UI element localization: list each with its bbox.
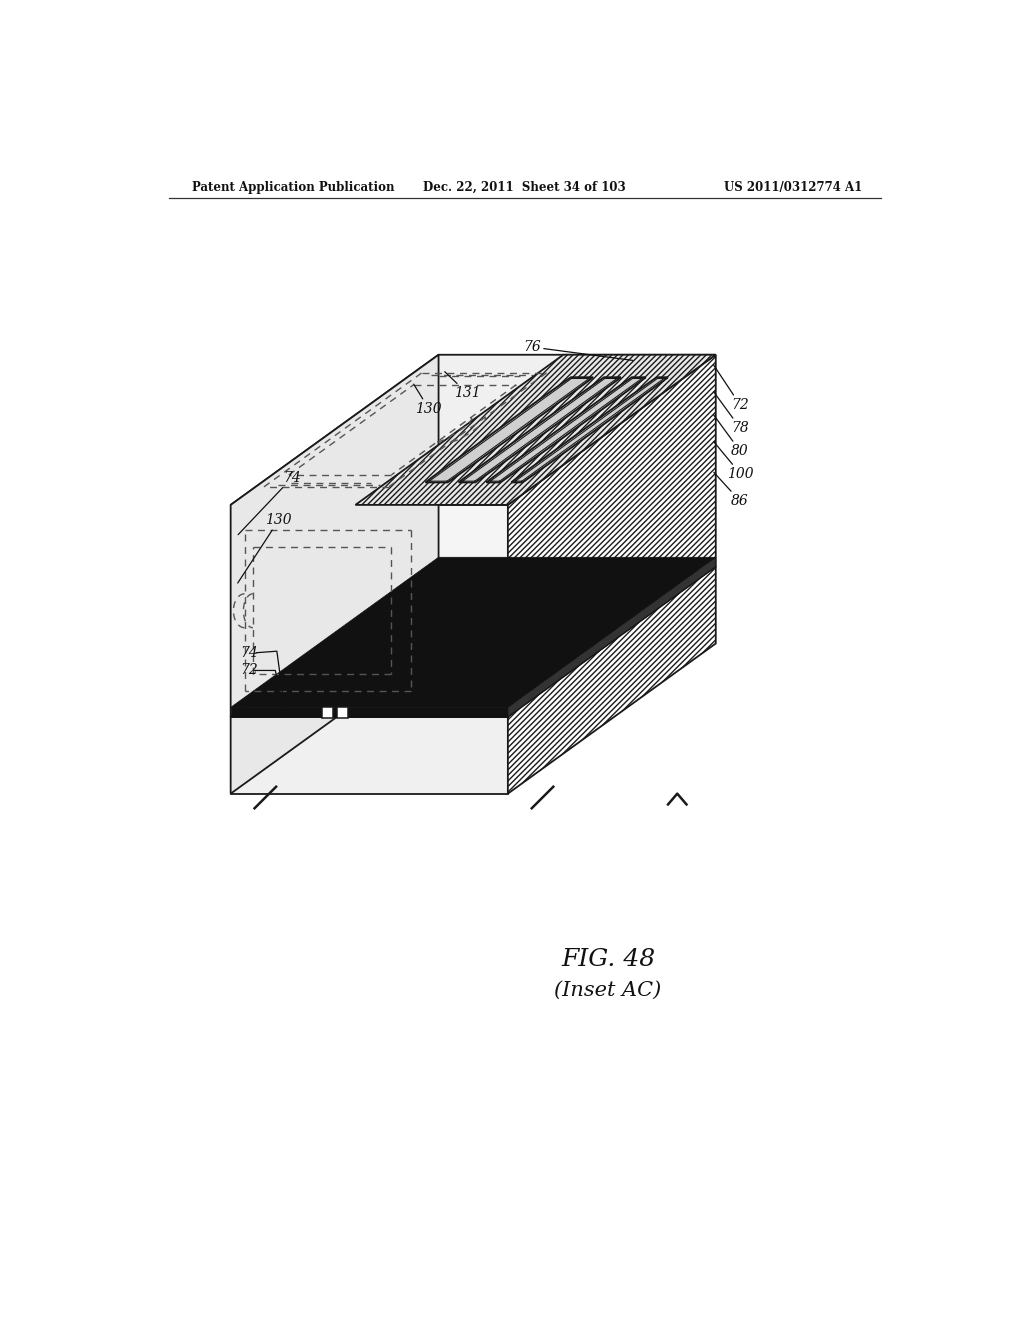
Text: 131: 131	[444, 372, 480, 400]
Polygon shape	[508, 566, 716, 793]
Text: 78: 78	[714, 392, 749, 434]
Polygon shape	[230, 566, 716, 717]
Polygon shape	[489, 378, 642, 482]
Text: 74: 74	[239, 471, 301, 535]
Text: Patent Application Publication: Patent Application Publication	[193, 181, 394, 194]
Polygon shape	[508, 557, 716, 717]
Text: 72: 72	[714, 364, 749, 412]
Text: 130: 130	[414, 384, 442, 416]
Text: 80: 80	[714, 414, 749, 458]
Polygon shape	[230, 717, 508, 793]
Text: 74: 74	[240, 645, 258, 660]
Polygon shape	[230, 506, 508, 717]
Text: 86: 86	[714, 473, 749, 508]
Text: Dec. 22, 2011  Sheet 34 of 103: Dec. 22, 2011 Sheet 34 of 103	[424, 181, 626, 194]
Text: 72: 72	[240, 664, 258, 677]
Polygon shape	[322, 706, 333, 718]
Text: 76: 76	[523, 341, 633, 360]
Polygon shape	[511, 378, 668, 482]
Polygon shape	[515, 378, 665, 482]
Text: 130: 130	[238, 513, 292, 583]
Polygon shape	[508, 355, 716, 717]
Polygon shape	[462, 378, 617, 482]
Polygon shape	[425, 378, 593, 482]
Polygon shape	[459, 378, 621, 482]
Polygon shape	[337, 706, 348, 718]
Polygon shape	[429, 378, 590, 482]
Text: (Inset AC): (Inset AC)	[554, 981, 662, 999]
Polygon shape	[355, 355, 716, 506]
Polygon shape	[230, 566, 438, 793]
Text: FIG. 48: FIG. 48	[561, 948, 655, 970]
Polygon shape	[230, 355, 716, 506]
Polygon shape	[230, 557, 716, 708]
Polygon shape	[486, 378, 646, 482]
Text: 100: 100	[714, 442, 754, 480]
Polygon shape	[230, 355, 438, 717]
Polygon shape	[230, 708, 508, 717]
Text: US 2011/0312774 A1: US 2011/0312774 A1	[724, 181, 862, 194]
